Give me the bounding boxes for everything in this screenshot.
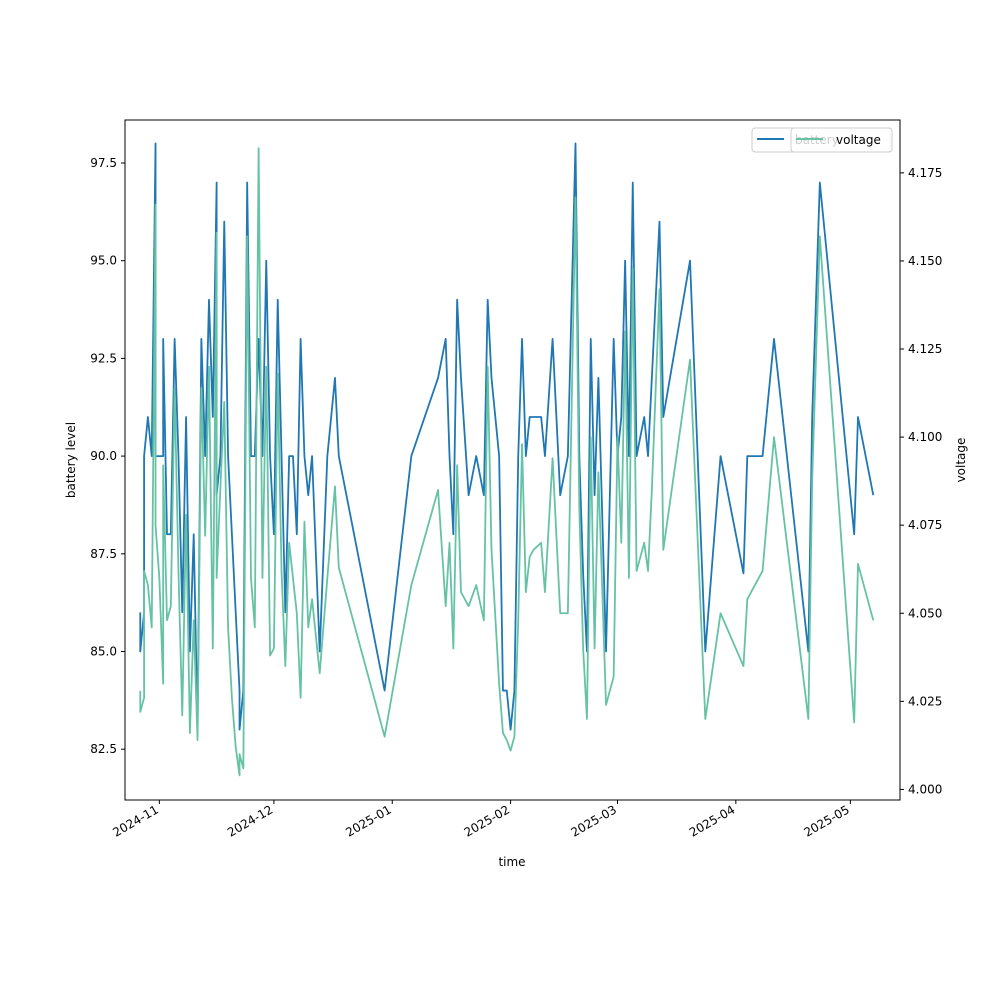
right-y-axis-ticks: 4.000 4.025 4.050 4.075 4.100 4.125 4.150 4.175 — [900, 166, 942, 796]
legend-voltage: voltage — [790, 127, 893, 153]
right-y-axis-label: voltage — [954, 438, 968, 483]
right-y-tick-label: 4.150 — [908, 254, 942, 268]
left-y-axis-label: battery level — [64, 422, 78, 498]
plot-frame — [124, 119, 901, 801]
left-y-tick-label: 82.5 — [90, 742, 117, 756]
legend-voltage-box — [790, 127, 893, 153]
right-y-tick-label: 4.125 — [908, 342, 942, 356]
left-y-tick-label: 87.5 — [90, 547, 117, 561]
left-y-tick-label: 97.5 — [90, 156, 117, 170]
x-axis-label: time — [498, 855, 525, 869]
right-y-tick-label: 4.000 — [908, 782, 942, 796]
left-y-axis-ticks: 82.5 85.0 87.5 90.0 92.5 95.0 97.5 — [90, 156, 125, 756]
right-y-tick-label: 4.025 — [908, 694, 942, 708]
right-y-tick-label: 4.100 — [908, 430, 942, 444]
legend-voltage-label: voltage — [836, 133, 881, 147]
series-layer — [139, 142, 875, 777]
right-y-tick-label: 4.175 — [908, 166, 942, 180]
left-y-tick-label: 85.0 — [90, 644, 117, 658]
right-y-tick-label: 4.075 — [908, 518, 942, 532]
right-y-tick-label: 4.050 — [908, 606, 942, 620]
left-y-tick-label: 95.0 — [90, 254, 117, 268]
series-line-voltage — [139, 147, 875, 777]
left-y-tick-label: 90.0 — [90, 449, 117, 463]
left-y-tick-label: 92.5 — [90, 351, 117, 365]
